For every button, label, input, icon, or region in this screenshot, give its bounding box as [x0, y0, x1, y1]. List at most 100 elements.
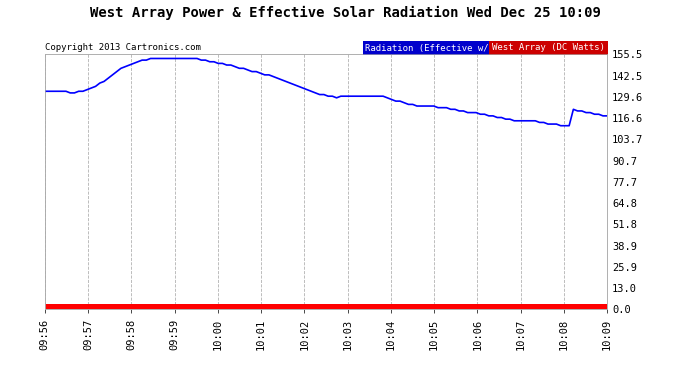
Bar: [64, 304, 68, 309]
Bar: [368, 304, 373, 309]
Bar: [347, 304, 351, 309]
Bar: [436, 304, 440, 309]
Bar: [538, 304, 542, 309]
Bar: [233, 304, 237, 309]
Bar: [364, 304, 368, 309]
Bar: [85, 304, 89, 309]
Bar: [335, 304, 339, 309]
Bar: [199, 304, 204, 309]
Bar: [136, 304, 140, 309]
Bar: [204, 304, 208, 309]
Bar: [317, 304, 322, 309]
Bar: [567, 304, 571, 309]
Bar: [377, 304, 381, 309]
Bar: [309, 304, 313, 309]
Bar: [144, 304, 148, 309]
Bar: [157, 304, 161, 309]
Bar: [55, 304, 59, 309]
Bar: [182, 304, 186, 309]
Bar: [326, 304, 331, 309]
Bar: [72, 304, 77, 309]
Bar: [47, 304, 51, 309]
Bar: [478, 304, 482, 309]
Bar: [140, 304, 144, 309]
Bar: [77, 304, 81, 309]
Bar: [575, 304, 580, 309]
Bar: [166, 304, 170, 309]
Bar: [406, 304, 411, 309]
Bar: [466, 304, 470, 309]
Bar: [520, 304, 525, 309]
Bar: [331, 304, 335, 309]
Bar: [339, 304, 343, 309]
Bar: [186, 304, 190, 309]
Bar: [292, 304, 297, 309]
Bar: [394, 304, 398, 309]
Bar: [491, 304, 495, 309]
Bar: [419, 304, 423, 309]
Text: Copyright 2013 Cartronics.com: Copyright 2013 Cartronics.com: [45, 43, 201, 52]
Bar: [593, 304, 597, 309]
Bar: [313, 304, 317, 309]
Bar: [601, 304, 605, 309]
Bar: [246, 304, 250, 309]
Bar: [462, 304, 466, 309]
Bar: [241, 304, 246, 309]
Bar: [254, 304, 258, 309]
Bar: [500, 304, 504, 309]
Bar: [542, 304, 546, 309]
Bar: [51, 304, 55, 309]
Bar: [373, 304, 377, 309]
Bar: [267, 304, 271, 309]
Text: West Array Power & Effective Solar Radiation Wed Dec 25 10:09: West Array Power & Effective Solar Radia…: [90, 6, 600, 20]
Bar: [550, 304, 554, 309]
Bar: [110, 304, 115, 309]
Bar: [470, 304, 474, 309]
Bar: [271, 304, 275, 309]
Bar: [43, 304, 47, 309]
Bar: [174, 304, 178, 309]
Bar: [284, 304, 288, 309]
Bar: [453, 304, 457, 309]
Bar: [237, 304, 242, 309]
Bar: [355, 304, 360, 309]
Bar: [605, 304, 609, 309]
Bar: [89, 304, 93, 309]
Bar: [402, 304, 406, 309]
Bar: [495, 304, 500, 309]
Bar: [152, 304, 157, 309]
Bar: [250, 304, 254, 309]
Bar: [546, 304, 550, 309]
Bar: [98, 304, 102, 309]
Bar: [229, 304, 233, 309]
Bar: [588, 304, 593, 309]
Bar: [444, 304, 448, 309]
Bar: [190, 304, 195, 309]
Bar: [127, 304, 132, 309]
Bar: [597, 304, 601, 309]
Bar: [448, 304, 453, 309]
Bar: [170, 304, 174, 309]
Bar: [68, 304, 72, 309]
Bar: [432, 304, 436, 309]
Bar: [279, 304, 284, 309]
Bar: [216, 304, 220, 309]
Bar: [428, 304, 432, 309]
Bar: [59, 304, 64, 309]
Bar: [301, 304, 305, 309]
Bar: [423, 304, 428, 309]
Bar: [504, 304, 508, 309]
Bar: [115, 304, 119, 309]
Bar: [533, 304, 538, 309]
Bar: [178, 304, 182, 309]
Bar: [559, 304, 563, 309]
Bar: [525, 304, 529, 309]
Text: Radiation (Effective w/m2): Radiation (Effective w/m2): [366, 44, 505, 52]
Bar: [275, 304, 279, 309]
Bar: [93, 304, 98, 309]
Bar: [305, 304, 309, 309]
Bar: [457, 304, 462, 309]
Text: West Array (DC Watts): West Array (DC Watts): [492, 44, 605, 52]
Bar: [398, 304, 402, 309]
Bar: [482, 304, 486, 309]
